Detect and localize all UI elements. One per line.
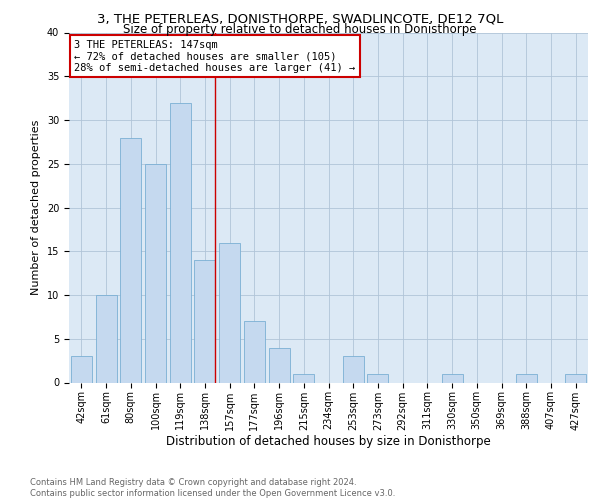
Bar xyxy=(95,295,116,382)
Bar xyxy=(565,374,586,382)
Text: Contains HM Land Registry data © Crown copyright and database right 2024.
Contai: Contains HM Land Registry data © Crown c… xyxy=(30,478,395,498)
Text: 3 THE PETERLEAS: 147sqm
← 72% of detached houses are smaller (105)
28% of semi-d: 3 THE PETERLEAS: 147sqm ← 72% of detache… xyxy=(74,40,355,72)
Bar xyxy=(343,356,364,382)
Bar xyxy=(269,348,290,382)
Bar xyxy=(219,242,240,382)
Bar xyxy=(293,374,314,382)
Bar xyxy=(120,138,141,382)
X-axis label: Distribution of detached houses by size in Donisthorpe: Distribution of detached houses by size … xyxy=(166,435,491,448)
Bar xyxy=(516,374,537,382)
Bar xyxy=(367,374,388,382)
Bar xyxy=(145,164,166,382)
Bar xyxy=(194,260,215,382)
Y-axis label: Number of detached properties: Number of detached properties xyxy=(31,120,41,295)
Bar xyxy=(442,374,463,382)
Bar xyxy=(244,322,265,382)
Text: 3, THE PETERLEAS, DONISTHORPE, SWADLINCOTE, DE12 7QL: 3, THE PETERLEAS, DONISTHORPE, SWADLINCO… xyxy=(97,12,503,26)
Bar xyxy=(71,356,92,382)
Text: Size of property relative to detached houses in Donisthorpe: Size of property relative to detached ho… xyxy=(123,22,477,36)
Bar xyxy=(170,102,191,382)
